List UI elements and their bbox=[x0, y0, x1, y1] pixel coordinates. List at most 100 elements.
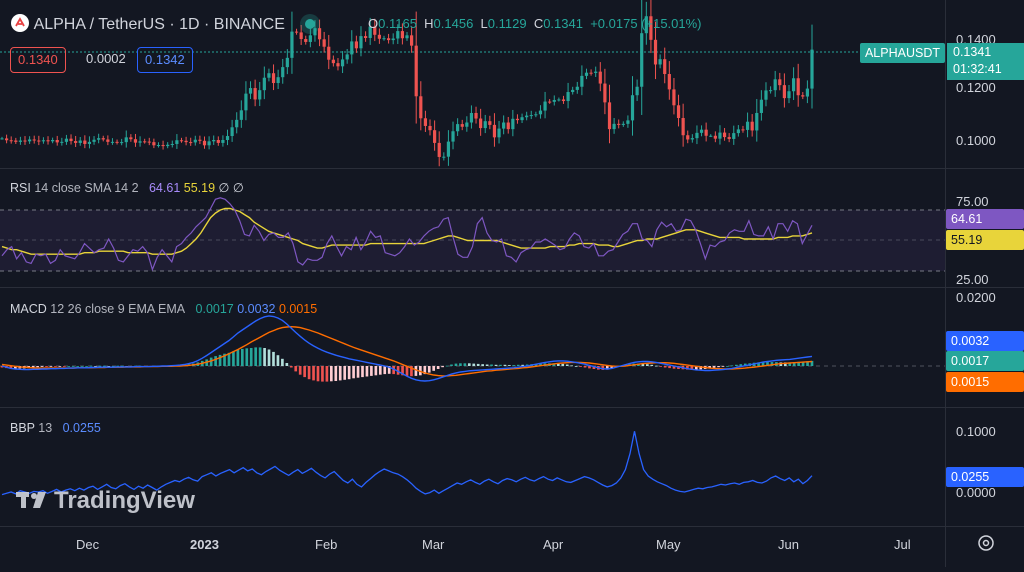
macd-histogram-bar bbox=[94, 366, 97, 367]
sell-button[interactable]: 0.1340 bbox=[10, 47, 66, 73]
macd-histogram-bar bbox=[31, 366, 35, 368]
chart-settings-gear-icon[interactable] bbox=[978, 535, 994, 551]
candle-body bbox=[285, 57, 289, 68]
market-status-icon[interactable] bbox=[305, 19, 316, 29]
macd-histogram-bar bbox=[476, 363, 480, 366]
candle-body bbox=[64, 138, 69, 142]
candle-body bbox=[244, 93, 248, 111]
candle-body bbox=[327, 46, 331, 60]
candle-body bbox=[101, 138, 105, 140]
macd-histogram-bar bbox=[757, 362, 760, 366]
candle-body bbox=[690, 138, 694, 140]
candle-body bbox=[189, 142, 193, 144]
candle-body bbox=[515, 118, 520, 121]
candle-body bbox=[423, 118, 428, 126]
rsi-layer[interactable] bbox=[1, 197, 813, 272]
candle-body bbox=[428, 125, 432, 131]
candle-body bbox=[258, 90, 262, 100]
candle-body bbox=[722, 132, 727, 138]
candle-body bbox=[336, 63, 340, 67]
candle-body bbox=[248, 88, 253, 94]
candle-body bbox=[60, 141, 64, 143]
macd-histogram-bar bbox=[512, 365, 516, 366]
symbol-price-tag[interactable]: ALPHAUSDT bbox=[859, 43, 945, 63]
candle-body bbox=[55, 140, 59, 143]
rsi-legend[interactable]: RSI 14 close SMA 14 2 64.61 55.19 ∅ ∅ bbox=[10, 180, 244, 195]
candle-body bbox=[561, 99, 566, 102]
candle-body bbox=[552, 99, 556, 102]
candle-body bbox=[787, 91, 791, 99]
candle-body bbox=[373, 26, 377, 35]
candle-body bbox=[502, 122, 506, 129]
symbol-title[interactable]: ALPHA / TetherUS · 1D · BINANCE bbox=[33, 16, 285, 33]
candles-layer[interactable] bbox=[0, 0, 814, 167]
candle-body bbox=[133, 139, 138, 143]
macd-histogram-bar bbox=[307, 366, 311, 380]
macd-histogram-bar bbox=[111, 366, 115, 367]
macd-histogram-bar bbox=[330, 366, 333, 382]
macd-histogram-bar bbox=[717, 366, 720, 368]
candle-body bbox=[216, 140, 220, 143]
candle-body bbox=[120, 142, 124, 144]
macd-histogram-bar bbox=[467, 363, 471, 366]
candle-body bbox=[805, 88, 809, 97]
macd-legend[interactable]: MACD 12 26 close 9 EMA EMA 0.0017 0.0032… bbox=[10, 302, 317, 316]
macd-signal-value: 0.0015 bbox=[278, 302, 318, 316]
candle-body bbox=[41, 140, 46, 142]
candle-body bbox=[202, 140, 207, 146]
candle-body bbox=[529, 115, 533, 117]
macd-histogram-bar bbox=[298, 366, 302, 375]
candle-body bbox=[653, 39, 658, 65]
macd-histogram-bar bbox=[556, 363, 560, 366]
macd-histogram-bar bbox=[343, 366, 347, 380]
macd-histogram-bar bbox=[89, 365, 93, 367]
candle-body bbox=[281, 67, 285, 78]
bbp-legend[interactable]: BBP 13 0.0255 bbox=[10, 421, 101, 435]
macd-histogram-bar bbox=[325, 366, 329, 382]
macd-layer[interactable] bbox=[0, 315, 814, 382]
ohlc-open: 0.1165 bbox=[378, 16, 417, 31]
candle-body bbox=[354, 41, 358, 49]
candle-body bbox=[764, 90, 768, 100]
time-axis-label: Feb bbox=[315, 537, 337, 552]
rsi-sma-tag: 55.19 bbox=[946, 230, 1024, 250]
candle-body bbox=[198, 139, 202, 141]
macd-histogram-bar bbox=[98, 365, 102, 367]
tradingview-watermark: TradingView bbox=[16, 487, 195, 514]
bbp-axis-tick: 0.1000 bbox=[956, 424, 996, 439]
macd-histogram-bar bbox=[223, 353, 226, 366]
macd-histogram-bar bbox=[592, 366, 596, 369]
macd-histogram-bar bbox=[85, 366, 88, 367]
candle-body bbox=[37, 140, 41, 142]
candle-body bbox=[663, 59, 667, 75]
symbol-header[interactable]: ALPHA / TetherUS · 1D · BINANCE bbox=[10, 13, 316, 34]
candle-body bbox=[525, 115, 529, 118]
macd-histogram-bar bbox=[334, 366, 338, 381]
rsi-label: RSI bbox=[10, 181, 31, 195]
macd-histogram-bar bbox=[361, 366, 364, 378]
bbp-layer[interactable] bbox=[1, 431, 813, 496]
ohlc-high: 0.1456 bbox=[433, 16, 474, 31]
macd-histogram-bar bbox=[387, 366, 391, 374]
macd-histogram-bar bbox=[539, 363, 542, 366]
candle-body bbox=[83, 140, 87, 144]
candle-body bbox=[635, 86, 639, 96]
candle-body bbox=[271, 73, 276, 84]
rsi-params: 14 close SMA 14 2 bbox=[34, 181, 139, 195]
candle-body bbox=[796, 78, 800, 96]
candle-body bbox=[483, 121, 487, 129]
candle-body bbox=[331, 59, 335, 64]
candle-body bbox=[497, 128, 501, 138]
macd-histogram-bar bbox=[730, 365, 734, 367]
buy-button[interactable]: 0.1342 bbox=[137, 47, 193, 73]
candle-body bbox=[442, 156, 446, 158]
macd-histogram-bar bbox=[494, 364, 498, 366]
candle-body bbox=[810, 49, 814, 89]
macd-histogram-bar bbox=[436, 366, 440, 369]
macd-histogram-bar bbox=[712, 366, 716, 368]
last-price-tag[interactable]: 0.1341 01:32:41 bbox=[947, 43, 1024, 80]
candle-body bbox=[727, 137, 731, 139]
candle-body bbox=[170, 143, 174, 145]
